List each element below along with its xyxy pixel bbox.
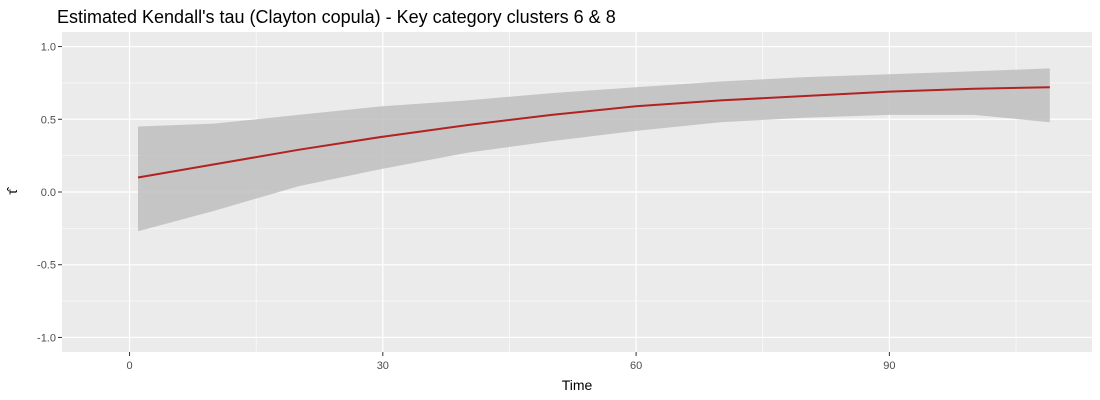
major-gridlines	[62, 32, 1092, 352]
tau-estimate-line	[137, 86, 1050, 179]
confidence-band	[138, 68, 1050, 232]
x-axis: 0 30 60 90	[126, 352, 896, 372]
x-tick-label: 30	[377, 360, 389, 372]
chart-title: Estimated Kendall's tau (Clayton copula)…	[57, 7, 616, 27]
y-tick-label: 1.0	[41, 42, 56, 54]
x-axis-title: Time	[562, 377, 593, 393]
confidence-band-layer	[138, 68, 1050, 232]
x-tick-label: 60	[630, 360, 642, 372]
estimate-line-layer	[137, 86, 1050, 179]
y-axis-title: τ̂	[4, 186, 20, 195]
x-tick-label: 0	[126, 360, 132, 372]
y-tick-label: -1.0	[37, 332, 56, 344]
y-tick-label: 0.0	[41, 187, 56, 199]
y-tick-label: 0.5	[41, 114, 56, 126]
y-tick-label: -0.5	[37, 260, 56, 272]
y-axis: -1.0 -0.5 0.0 0.5 1.0	[37, 42, 62, 344]
x-tick-label: 90	[883, 360, 895, 372]
